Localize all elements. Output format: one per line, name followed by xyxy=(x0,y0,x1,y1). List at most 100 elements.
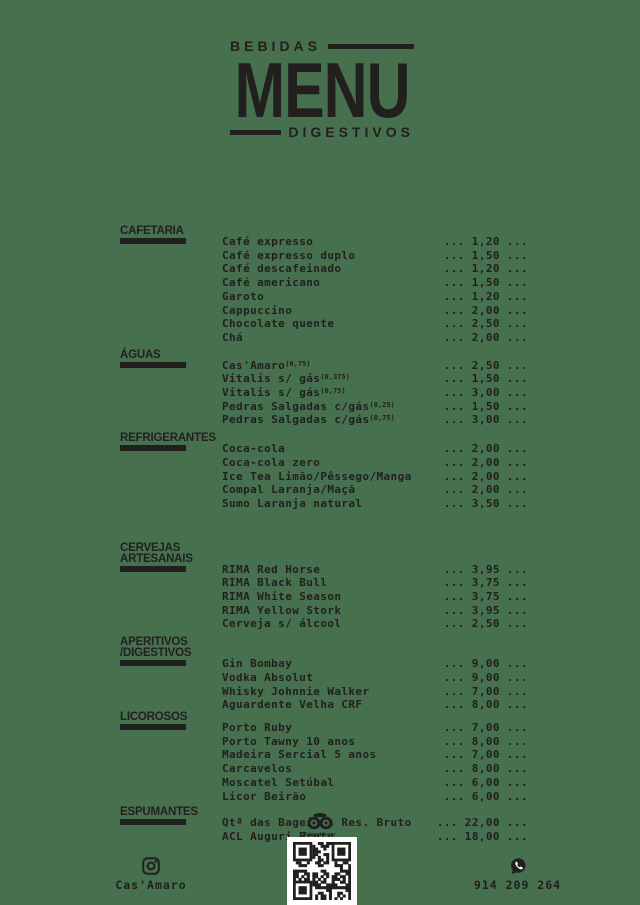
item-price: ... 1,20 ... xyxy=(443,235,528,248)
menu-item-row: RIMA Black Bull ... 3,75 ... xyxy=(222,577,528,591)
section-label: REFRIGERANTES xyxy=(120,432,222,445)
section-label-line: LICOROSOS xyxy=(120,710,188,723)
instagram-block: Cas'Amaro xyxy=(96,857,206,892)
menu-item-row: Compal Laranja/Maçã ... 2,00 ... xyxy=(222,484,528,498)
item-name: Pedras Salgadas c/gás(0,75) xyxy=(222,414,395,427)
item-name: Porto Tawny 10 anos xyxy=(222,735,356,748)
item-price: ... 2,00 ... xyxy=(443,469,528,483)
menu-item-row: Coca-cola ... 2,00 ... xyxy=(222,443,528,457)
section-label-line: ARTESANAIS xyxy=(120,552,193,565)
item-price: ... 2,50 ... xyxy=(443,317,528,331)
menu-item-row: Ice Tea Limão/Pêssego/Manga ... 2,00 ... xyxy=(222,469,528,485)
item-name: Café descafeinado xyxy=(222,263,342,276)
item-size-superscript: (0,375) xyxy=(320,373,350,382)
item-name: Pedras Salgadas c/gás(0,25) xyxy=(222,400,395,413)
menu-sections: CAFETARIA Café expresso ... 1,20 ... Caf… xyxy=(120,222,528,845)
section-underline-bar xyxy=(120,819,186,826)
menu-item-row: Pedras Salgadas c/gás(0,75) ... 3,00 ... xyxy=(222,414,528,428)
section-label-line: ÁGUAS xyxy=(120,348,161,361)
section-underline-bar xyxy=(120,660,186,667)
section-label-line: REFRIGERANTES xyxy=(120,432,216,445)
section-underline-bar xyxy=(120,361,186,368)
item-price: ... 8,00 ... xyxy=(443,762,528,776)
item-price: ... 2,50 ... xyxy=(443,617,528,631)
item-price: ... 3,00 ... xyxy=(443,413,528,427)
tripadvisor-label: Tripadvisor xyxy=(303,832,337,838)
phone-number: 914 209 264 xyxy=(473,878,562,892)
menu-item-row: Carcavelos ... 8,00 ... xyxy=(222,763,528,777)
section-underline-bar xyxy=(120,445,186,452)
section-header: LICOROSOS xyxy=(120,710,222,730)
item-name: Cerveja s/ álcool xyxy=(222,618,342,631)
whatsapp-icon xyxy=(510,858,525,874)
item-name: Sumo Laranja natural xyxy=(222,497,363,510)
item-price: ... 1,20 ... xyxy=(443,262,528,276)
item-name: RIMA White Season xyxy=(222,591,342,604)
menu-section: ÁGUAS Cas'Amaro(0,75) ... 2,50 ... Vital… xyxy=(120,349,528,429)
item-price: ... 8,00 ... xyxy=(443,734,528,748)
menu-section: APERITIVOS/DIGESTIVOS Gin Bombay ... 9,0… xyxy=(120,636,528,713)
menu-item-row: Vitalis s/ gás(0,75) ... 3,00 ... xyxy=(222,387,528,401)
qr-code xyxy=(287,837,357,905)
menu-item-row: Porto Ruby ... 7,00 ... xyxy=(222,722,528,736)
menu-item-row: Chocolate quente ... 2,50 ... xyxy=(222,318,528,332)
tripadvisor-owl-icon xyxy=(307,813,333,830)
item-price: ... 2,00 ... xyxy=(443,442,528,456)
menu-item-row: RIMA White Season ... 3,75 ... xyxy=(222,591,528,605)
item-name: Vitalis s/ gás(0,75) xyxy=(222,387,346,400)
item-name: Licor Beirão xyxy=(222,790,307,803)
item-name: Whisky Johnnie Walker xyxy=(222,685,370,698)
menu-item-row: Cerveja s/ álcool ... 2,50 ... xyxy=(222,618,528,632)
item-size-superscript: (0,25) xyxy=(369,400,395,409)
menu-item-row: Chá ... 2,00 ... xyxy=(222,332,528,346)
menu-item-row: Licor Beirão ... 6,00 ... xyxy=(222,790,528,805)
section-underline-bar xyxy=(120,565,186,572)
section-label: APERITIVOS/DIGESTIVOS xyxy=(120,636,222,659)
menu-item-row: RIMA Red Horse ... 3,95 ... xyxy=(222,563,528,578)
menu-item-row: Whisky Johnnie Walker ... 7,00 ... xyxy=(222,685,528,700)
section-label: CERVEJAS ARTESANAIS xyxy=(120,542,222,565)
menu-item-row: Café expresso duplo ... 1,50 ... xyxy=(222,249,528,264)
item-name: Café expresso xyxy=(222,236,314,248)
menu-item-row: Aguardente Velha CRF ... 8,00 ... xyxy=(222,699,528,713)
menu-item-row: Cappuccino ... 2,00 ... xyxy=(222,303,528,319)
item-price: ... 3,75 ... xyxy=(443,590,528,604)
menu-item-row: Qtª das Bageiras Res. Bruto ... 22,00 ..… xyxy=(222,817,528,831)
item-name: Moscatel Setúbal xyxy=(222,776,335,789)
item-price: ... 1,50 ... xyxy=(443,399,528,413)
item-price: ... 9,00 ... xyxy=(443,670,528,684)
item-price: ... 2,00 ... xyxy=(443,303,528,317)
menu-item-row: Madeira Sercial 5 anos ... 7,00 ... xyxy=(222,749,528,763)
section-header: ESPUMANTES xyxy=(120,806,222,826)
item-name: Coca-cola xyxy=(222,443,286,456)
menu-item-row: Pedras Salgadas c/gás(0,25) ... 1,50 ... xyxy=(222,401,528,415)
menu-item-row: ACL Auguri Bruto ... 18,00 ... xyxy=(222,831,528,845)
item-price: ... 18,00 ... xyxy=(436,829,528,843)
brand-lockup: BEBIDAS MENU DIGESTIVOS xyxy=(230,38,414,140)
menu-section: ESPUMANTES Qtª das Bageiras Res. Bruto .… xyxy=(120,806,528,845)
item-name: RIMA Yellow Stork xyxy=(222,604,342,617)
item-price: ... 2,50 ... xyxy=(443,358,528,372)
item-size-superscript: (0,75) xyxy=(320,387,346,396)
menu-item-row: Sumo Laranja natural ... 3,50 ... xyxy=(222,498,528,512)
item-price: ... 3,00 ... xyxy=(443,386,528,400)
item-price: ... 3,50 ... xyxy=(443,496,528,510)
item-size-superscript: (0,75) xyxy=(369,414,395,423)
section-items: Porto Ruby ... 7,00 ... Porto Tawny 10 a… xyxy=(222,722,528,804)
section-items: Gin Bombay ... 9,00 ... Vodka Absolut ..… xyxy=(222,658,528,713)
section-header: APERITIVOS/DIGESTIVOS xyxy=(120,636,222,667)
item-name: Aguardente Velha CRF xyxy=(222,699,363,712)
item-name: Madeira Sercial 5 anos xyxy=(222,749,377,762)
menu-section: REFRIGERANTES Coca-cola ... 2,00 ... Coc… xyxy=(120,432,528,512)
section-header: ÁGUAS xyxy=(120,348,222,368)
menu-item-row: Gin Bombay ... 9,00 ... xyxy=(222,658,528,672)
tripadvisor-block: Tripadvisor xyxy=(0,811,640,838)
item-name: Coca-cola zero xyxy=(222,456,321,469)
section-label: CAFETARIA xyxy=(120,225,222,237)
section-underline-bar xyxy=(120,238,186,244)
item-name: Porto Ruby xyxy=(222,721,293,734)
menu-item-row: Café expresso ... 1,20 ... xyxy=(222,236,528,250)
menu-item-row: Vitalis s/ gás(0,375) ... 1,50 ... xyxy=(222,373,528,387)
brand-bottom-label: DIGESTIVOS xyxy=(288,124,414,140)
menu-item-row: Cas'Amaro(0,75) ... 2,50 ... xyxy=(222,358,528,374)
